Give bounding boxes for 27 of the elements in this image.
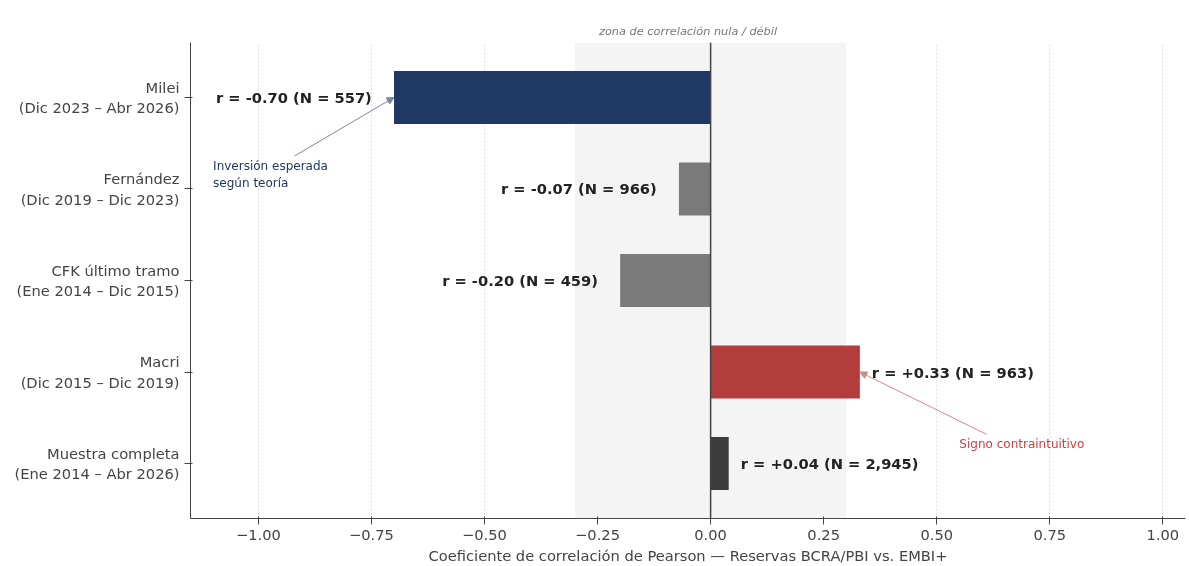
x-tick-label: −0.50 [462,525,507,543]
annotation: Signo contraintuitivo [959,437,1085,452]
y-tick-label: Muestra completa (Ene 2014 – Abr 2026) [14,444,180,483]
y-tick-label: Milei (Dic 2023 – Abr 2026) [18,78,180,117]
x-tick-label: 0.75 [1033,525,1067,543]
annotation: Inversión esperada según teoría [213,158,328,190]
data-label: r = +0.04 (N = 2,945) [740,455,919,473]
data-label: r = +0.33 (N = 963) [871,363,1034,381]
data-label: r = -0.20 (N = 459) [442,272,598,289]
x-tick-label: 1.00 [1146,525,1180,543]
bar [394,70,711,124]
y-tick-label: Macri (Dic 2015 – Dic 2019) [20,353,180,391]
bar [710,345,860,399]
x-tick-label: 0.50 [920,525,954,543]
y-tick-label: CFK último tramo (Ene 2014 – Dic 2015) [16,261,180,300]
band-label: zona de correlación nula / débil [597,23,778,38]
x-tick-label: −0.75 [348,525,394,543]
y-tick-label: Fernández (Dic 2019 – Dic 2023) [20,170,180,208]
x-tick-label: −1.00 [235,525,281,543]
bar [620,253,711,308]
data-label: r = -0.70 (N = 557) [216,88,372,106]
x-tick-label: 0.25 [807,525,841,543]
x-tick-label: −0.25 [575,525,621,543]
x-axis-title: Coeficiente de correlación de Pearson — Reservas BCRA/PBI vs. EMBI+ [428,546,948,564]
x-tick-label: 0.00 [694,525,727,543]
bar [678,162,711,216]
data-label: r = -0.07 (N = 966) [500,180,657,198]
